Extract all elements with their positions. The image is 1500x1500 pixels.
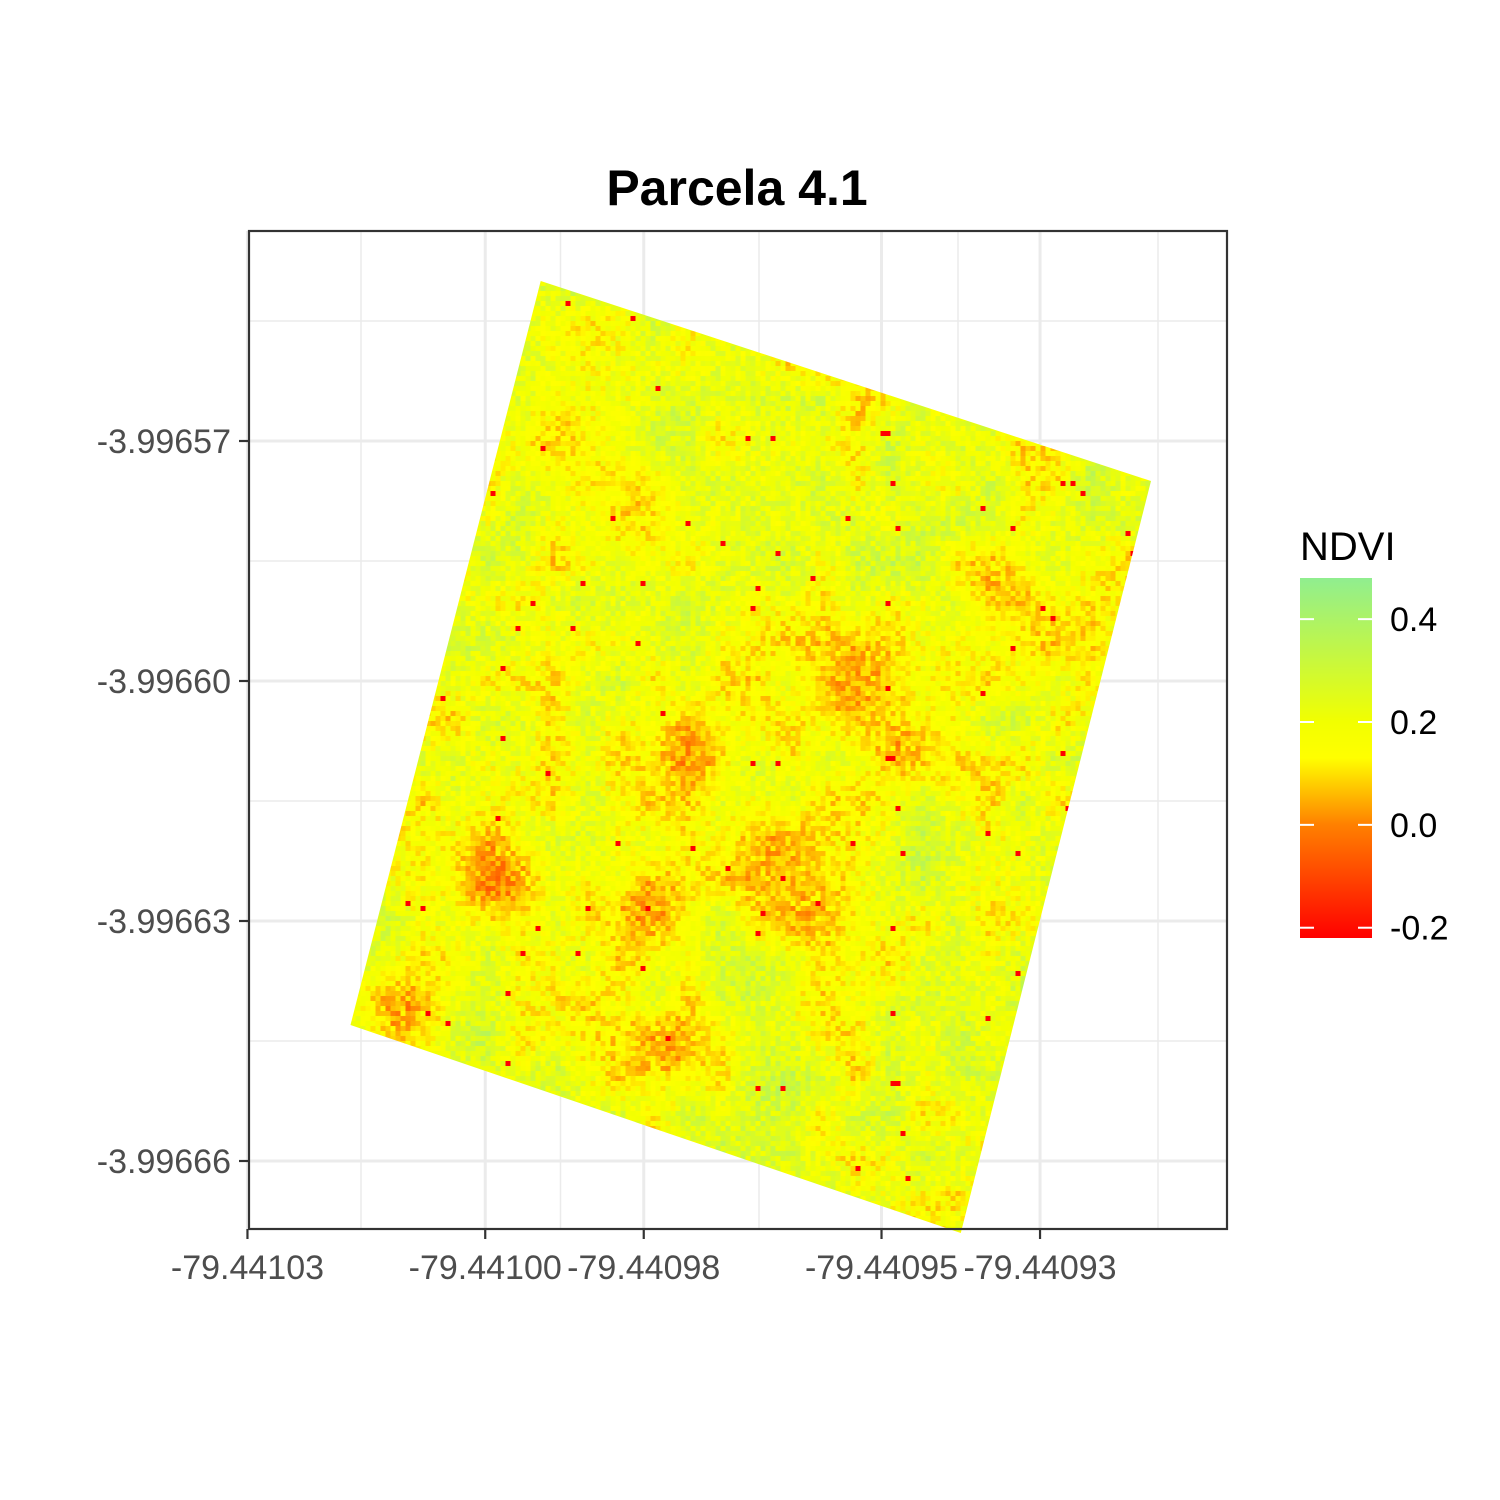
- plot-panel-border: [247, 229, 1229, 1231]
- ndvi-raster-image: [350, 281, 1151, 1233]
- legend-break-label: 0.2: [1390, 704, 1437, 742]
- x-tick-label: -79.44100: [409, 1249, 562, 1287]
- chart-title: Parcela 4.1: [606, 160, 867, 216]
- x-axis: -79.44103 -79.44100 -79.44098 -79.44095 -79.…: [171, 1229, 1117, 1287]
- legend: NDVI 0.4 0.2 0.0 -0.2: [1300, 525, 1449, 948]
- y-tick-label: -3.99663: [97, 903, 231, 941]
- x-tick-label: -79.44095: [805, 1249, 958, 1287]
- legend-colorbar: [1300, 578, 1372, 938]
- legend-break-label: -0.2: [1390, 910, 1449, 948]
- legend-title: NDVI: [1300, 525, 1396, 569]
- y-tick-label: -3.99666: [97, 1143, 231, 1181]
- x-tick-label: -79.44098: [567, 1249, 720, 1287]
- y-tick-label: -3.99657: [97, 423, 231, 461]
- x-tick-label: -79.44093: [963, 1249, 1116, 1287]
- legend-break-label: 0.4: [1390, 601, 1437, 639]
- y-tick-label: -3.99660: [97, 663, 231, 701]
- ndvi-raster: [350, 281, 1151, 1233]
- legend-break-label: 0.0: [1390, 807, 1437, 845]
- y-axis: -3.99657 -3.99660 -3.99663 -3.99666: [97, 423, 249, 1181]
- x-tick-label: -79.44103: [171, 1249, 324, 1287]
